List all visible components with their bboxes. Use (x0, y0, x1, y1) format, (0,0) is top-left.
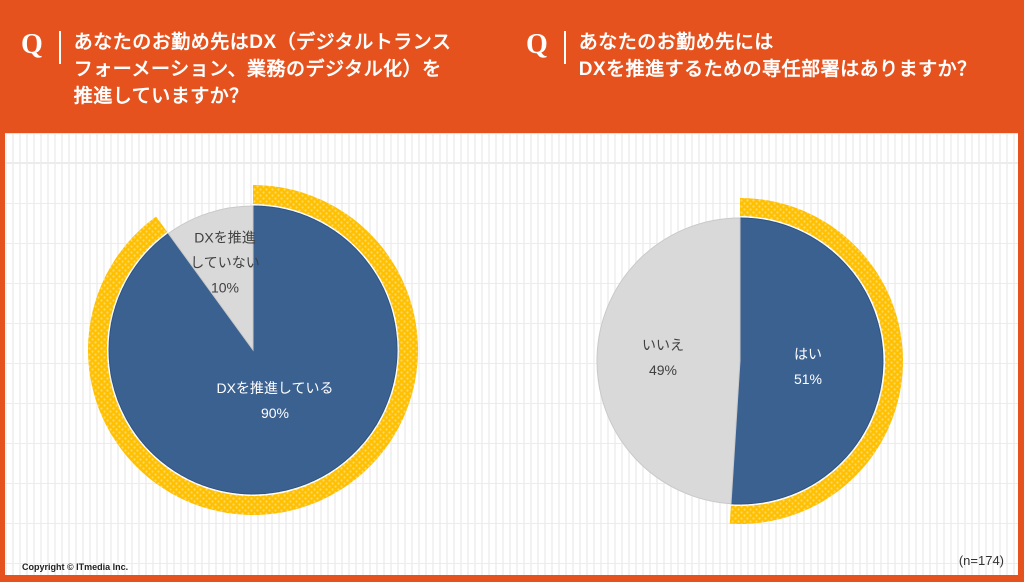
question-block-2: Q あなたのお勤め先には DXを推進するための専任部署はありますか？ (512, 0, 1024, 83)
question-text-2: あなたのお勤め先には DXを推進するための専任部署はありますか？ (579, 29, 977, 83)
q-label-2: Q (526, 29, 548, 60)
question-block-1: Q あなたのお勤め先はDX（デジタルトランス フォーメーション、業務のデジタル化… (0, 0, 512, 110)
pie-slice (596, 217, 741, 505)
question-header: Q あなたのお勤め先はDX（デジタルトランス フォーメーション、業務のデジタル化… (0, 0, 1024, 133)
sample-size-label: (n=174) (958, 553, 1004, 568)
question-1-line-1: あなたのお勤め先はDX（デジタルトランス (73, 32, 452, 53)
q-divider-2 (563, 31, 566, 64)
q-label-1: Q (21, 29, 43, 60)
pie-svg-0 (88, 185, 419, 515)
pie-slice (167, 205, 254, 352)
question-1-line-2: フォーメーション、業務のデジタル化）を (73, 59, 442, 80)
question-2-line-2: DXを推進するための専任部署はありますか？ (578, 59, 977, 80)
question-text-1: あなたのお勤め先はDX（デジタルトランス フォーメーション、業務のデジタル化）を… (74, 29, 452, 110)
question-1-line-3: 推進していますか？ (73, 86, 249, 107)
pie-label: はい 51% (793, 346, 823, 387)
pie-label: いいえ 49% (642, 337, 684, 378)
pie-chart-1: はい 51% いいえ 49% (572, 193, 908, 529)
pie-svg-1 (596, 198, 903, 524)
pie-slice (730, 217, 884, 505)
copyright-text: Copyright © ITmedia Inc. (22, 562, 129, 572)
pie-label: DXを推進している 90% (216, 380, 334, 421)
pie-label: DXを推進 していない 10% (190, 229, 260, 296)
chart-area: DXを推進している 90% DXを推進 していない 10% はい 51% いいえ 49% Co… (5, 133, 1018, 575)
pie-chart-0: DXを推進している 90% DXを推進 していない 10% (85, 182, 421, 518)
question-2-line-1: あなたのお勤め先には (578, 32, 774, 53)
q-divider-1 (58, 31, 61, 64)
